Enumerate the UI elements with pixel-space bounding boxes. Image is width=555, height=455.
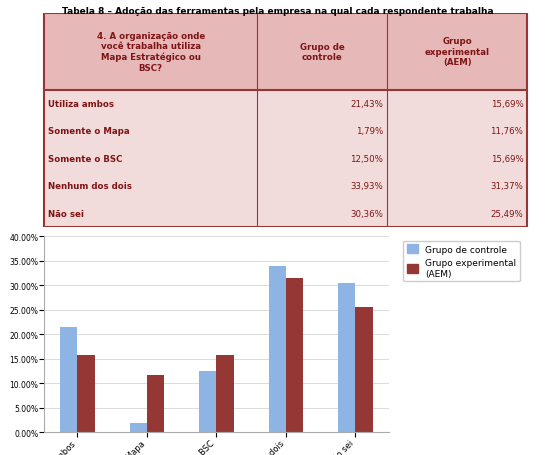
FancyBboxPatch shape	[387, 91, 527, 118]
Text: 30,36%: 30,36%	[351, 209, 384, 218]
Text: 25,49%: 25,49%	[491, 209, 523, 218]
Text: 12,50%: 12,50%	[351, 155, 384, 163]
Bar	[356, 308, 373, 432]
Text: 15,69%: 15,69%	[491, 100, 523, 109]
Text: Não sei: Não sei	[48, 209, 84, 218]
FancyBboxPatch shape	[387, 14, 527, 91]
FancyBboxPatch shape	[257, 91, 387, 118]
Text: 4. A organização onde
você trabalha utiliza
Mapa Estratégico ou
BSC?: 4. A organização onde você trabalha util…	[97, 32, 205, 72]
Legend: Grupo de controle, Grupo experimental
(AEM): Grupo de controle, Grupo experimental (A…	[403, 241, 519, 282]
Text: Somente o Mapa: Somente o Mapa	[48, 127, 130, 136]
Text: 15,69%: 15,69%	[491, 155, 523, 163]
FancyBboxPatch shape	[387, 173, 527, 200]
Text: Utiliza ambos: Utiliza ambos	[48, 100, 114, 109]
Bar	[77, 355, 95, 432]
FancyBboxPatch shape	[44, 173, 257, 200]
FancyBboxPatch shape	[387, 118, 527, 146]
Text: Tabela 8 – Adoção das ferramentas pela empresa na qual cada respondente trabalha: Tabela 8 – Adoção das ferramentas pela e…	[62, 7, 493, 16]
FancyBboxPatch shape	[257, 200, 387, 228]
Bar	[338, 284, 356, 432]
FancyBboxPatch shape	[44, 14, 257, 91]
Bar	[147, 375, 164, 432]
Bar	[269, 266, 286, 432]
FancyBboxPatch shape	[44, 91, 257, 118]
Text: 33,93%: 33,93%	[351, 182, 384, 191]
FancyBboxPatch shape	[387, 200, 527, 228]
FancyBboxPatch shape	[387, 146, 527, 173]
Bar	[60, 328, 77, 432]
Text: 31,37%: 31,37%	[491, 182, 523, 191]
FancyBboxPatch shape	[44, 118, 257, 146]
FancyBboxPatch shape	[257, 146, 387, 173]
Text: Grupo de
controle: Grupo de controle	[300, 42, 345, 62]
Text: Nenhum dos dois: Nenhum dos dois	[48, 182, 132, 191]
Bar	[216, 355, 234, 432]
Text: 11,76%: 11,76%	[491, 127, 523, 136]
FancyBboxPatch shape	[44, 146, 257, 173]
Bar	[199, 371, 216, 432]
FancyBboxPatch shape	[257, 14, 387, 91]
Text: Grupo
experimental
(AEM): Grupo experimental (AEM)	[425, 37, 490, 67]
Text: 1,79%: 1,79%	[356, 127, 384, 136]
Text: Somente o BSC: Somente o BSC	[48, 155, 123, 163]
Bar	[129, 424, 147, 432]
FancyBboxPatch shape	[44, 200, 257, 228]
FancyBboxPatch shape	[257, 173, 387, 200]
Bar	[286, 279, 304, 432]
FancyBboxPatch shape	[257, 118, 387, 146]
Text: 21,43%: 21,43%	[351, 100, 384, 109]
